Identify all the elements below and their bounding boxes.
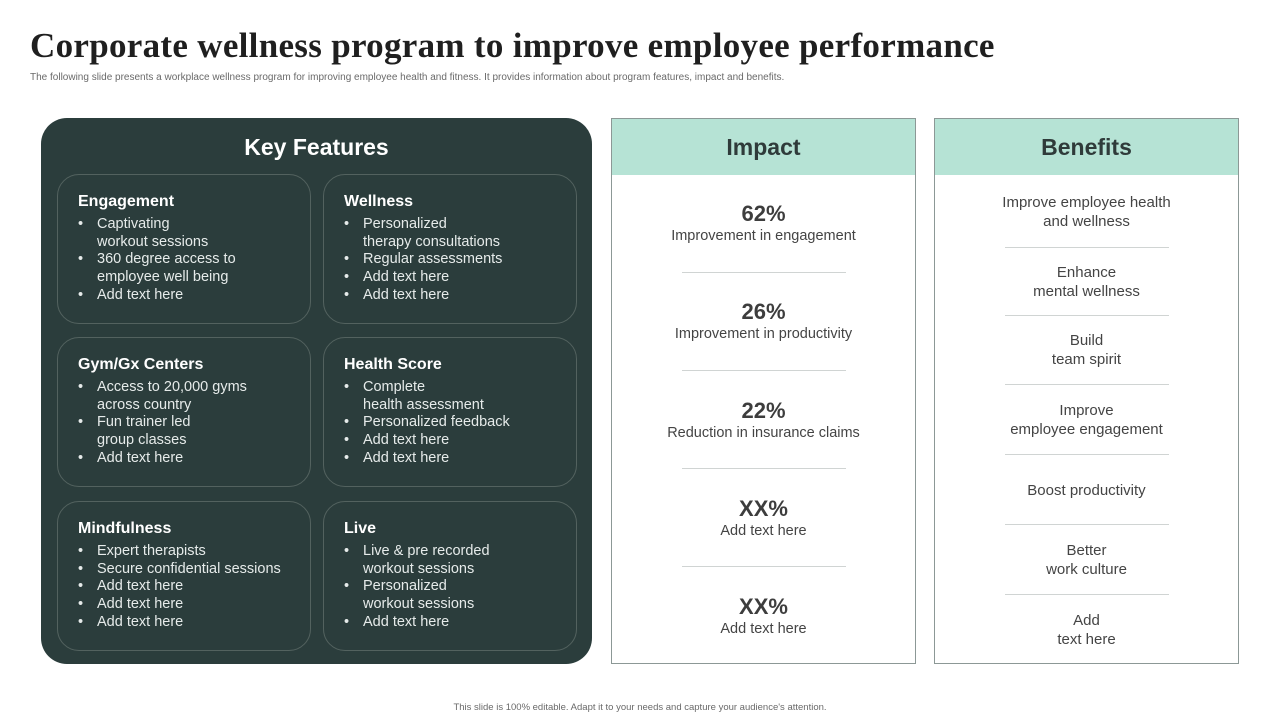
feature-item: Add text here — [78, 596, 300, 614]
benefit-item: Build team spirit — [1051, 332, 1122, 368]
impact-item: XX% Add text here — [612, 496, 915, 540]
feature-item: Add text here — [78, 614, 300, 632]
impact-value: XX% — [739, 496, 788, 521]
divider — [1005, 247, 1169, 248]
divider — [682, 370, 846, 371]
impact-label: Improvement in engagement — [671, 228, 856, 244]
key-features-heading: Key Features — [244, 134, 389, 160]
feature-card-title: Mindfulness — [78, 520, 172, 537]
feature-item: Add text here — [344, 450, 566, 468]
feature-list: Personalized therapy consultations Regul… — [344, 216, 566, 305]
slide-title: Corporate wellness program to improve em… — [30, 26, 995, 65]
feature-card-title: Wellness — [344, 193, 414, 210]
impact-column: Impact 62% Improvement in engagement 26%… — [611, 118, 916, 664]
benefits-column: Benefits Improve employee health and wel… — [934, 118, 1239, 664]
benefits-heading: Benefits — [935, 119, 1238, 175]
benefit-item: Enhance mental wellness — [1033, 264, 1140, 300]
feature-item: Regular assessments — [344, 251, 566, 269]
impact-item: XX% Add text here — [612, 594, 915, 638]
feature-item: Complete health assessment — [344, 379, 566, 414]
impact-label: Add text here — [720, 621, 807, 637]
feature-list: Live & pre recorded workout sessions Per… — [344, 543, 566, 632]
divider — [1005, 594, 1169, 595]
feature-item: Add text here — [344, 287, 566, 305]
feature-item: Add text here — [344, 432, 566, 450]
divider — [682, 272, 846, 273]
feature-item: Secure confidential sessions — [78, 561, 300, 579]
feature-item: Add text here — [344, 614, 566, 632]
impact-label: Add text here — [720, 523, 807, 539]
benefit-item: Better work culture — [1046, 542, 1127, 578]
feature-card-engagement: Engagement Captivating workout sessions … — [57, 174, 311, 324]
feature-card-title: Engagement — [78, 193, 175, 210]
impact-value: 62% — [741, 201, 786, 226]
feature-list: Access to 20,000 gyms across country Fun… — [78, 379, 300, 468]
feature-item: Add text here — [78, 578, 300, 596]
feature-item: Expert therapists — [78, 543, 300, 561]
benefit-item: Improve employee engagement — [1010, 402, 1163, 438]
key-features-panel: Key Features Engagement Captivating work… — [41, 118, 592, 664]
feature-card-live: Live Live & pre recorded workout session… — [323, 501, 577, 651]
divider — [1005, 454, 1169, 455]
divider — [1005, 524, 1169, 525]
feature-card-health-score: Health Score Complete health assessment … — [323, 337, 577, 487]
divider — [1005, 315, 1169, 316]
impact-item: 22% Reduction in insurance claims — [612, 398, 915, 442]
feature-item: Personalized feedback — [344, 414, 566, 432]
feature-card-title: Live — [344, 520, 377, 537]
feature-card-title: Gym/Gx Centers — [78, 356, 204, 373]
impact-item: 26% Improvement in productivity — [612, 299, 915, 343]
slide-subtitle: The following slide presents a workplace… — [30, 72, 785, 83]
feature-list: Complete health assessment Personalized … — [344, 379, 566, 468]
feature-item: Live & pre recorded workout sessions — [344, 543, 566, 578]
feature-list: Captivating workout sessions 360 degree … — [78, 216, 300, 305]
feature-item: Captivating workout sessions — [78, 216, 300, 251]
divider — [682, 566, 846, 567]
divider — [682, 468, 846, 469]
impact-label: Improvement in productivity — [674, 326, 853, 342]
impact-label: Reduction in insurance claims — [667, 425, 860, 441]
feature-item: 360 degree access to employee well being — [78, 251, 300, 286]
benefit-item: Improve employee health and wellness — [1002, 194, 1171, 230]
feature-item: Add text here — [344, 269, 566, 287]
impact-value: 26% — [741, 299, 786, 324]
benefit-item: Add text here — [1057, 612, 1116, 648]
feature-item: Fun trainer led group classes — [78, 414, 300, 449]
impact-value: XX% — [739, 594, 788, 619]
feature-item: Personalized therapy consultations — [344, 216, 566, 251]
feature-item: Personalized workout sessions — [344, 578, 566, 613]
slide-footer: This slide is 100% editable. Adapt it to… — [453, 702, 827, 713]
divider — [1005, 384, 1169, 385]
feature-card-title: Health Score — [344, 356, 442, 373]
feature-item: Access to 20,000 gyms across country — [78, 379, 300, 414]
impact-item: 62% Improvement in engagement — [612, 201, 915, 245]
impact-value: 22% — [741, 398, 786, 423]
benefit-item: Boost productivity — [1027, 482, 1146, 499]
feature-list: Expert therapists Secure confidential se… — [78, 543, 300, 632]
feature-item: Add text here — [78, 287, 300, 305]
feature-card-mindfulness: Mindfulness Expert therapists Secure con… — [57, 501, 311, 651]
impact-heading: Impact — [612, 119, 915, 175]
feature-item: Add text here — [78, 450, 300, 468]
feature-card-gym-centers: Gym/Gx Centers Access to 20,000 gyms acr… — [57, 337, 311, 487]
feature-card-wellness: Wellness Personalized therapy consultati… — [323, 174, 577, 324]
